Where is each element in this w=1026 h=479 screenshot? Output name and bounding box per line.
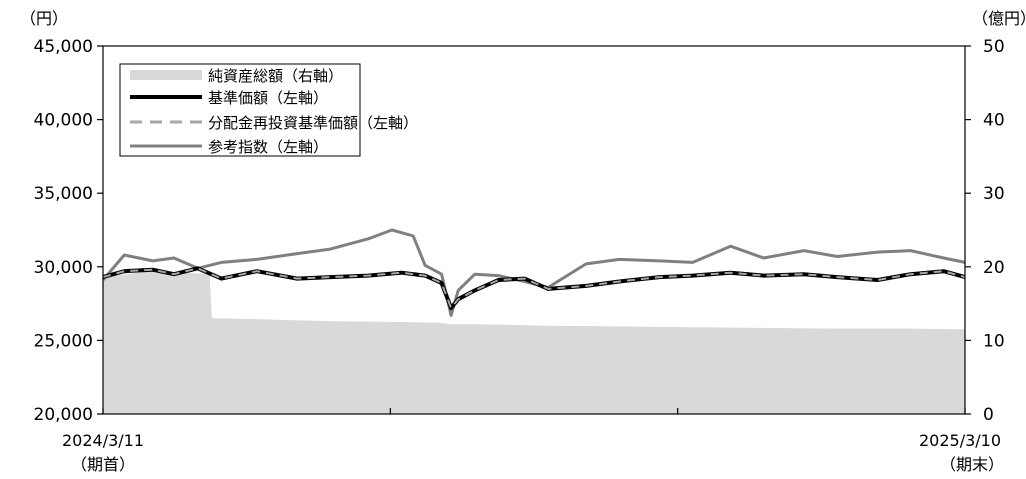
legend-label-reinvested: 分配金再投資基準価額（左軸） <box>208 114 418 132</box>
left-axis: 20,000 25,000 30,000 35,000 40,000 45,000 <box>34 37 103 425</box>
nav-line <box>102 266 966 310</box>
right-tick-label: 50 <box>983 37 1005 57</box>
right-tick-label: 10 <box>983 331 1005 351</box>
legend-swatch-net-assets <box>130 70 202 80</box>
legend: 純資産総額（右軸） 基準価額（左軸） 分配金再投資基準価額（左軸） 参考指数（左… <box>119 63 418 157</box>
right-axis-unit: （億円） <box>972 9 1026 28</box>
left-tick-label: 20,000 <box>34 405 93 425</box>
left-tick-label: 30,000 <box>34 258 93 278</box>
plot-frame <box>102 45 966 415</box>
legend-label-nav: 基準価額（左軸） <box>208 89 328 107</box>
reference-index-line <box>101 228 966 317</box>
line-series-layer <box>101 228 966 317</box>
right-tick-label: 40 <box>983 111 1005 131</box>
right-axis: 0 10 20 30 40 50 <box>965 37 1005 425</box>
left-axis-unit: （円） <box>20 9 68 28</box>
left-tick-label: 40,000 <box>34 111 93 131</box>
reinvested-nav-line <box>102 267 966 309</box>
x-axis <box>102 408 966 414</box>
net-assets-area-layer <box>103 270 965 414</box>
x-end-period-label: （期末） <box>940 455 1004 474</box>
x-end-date-label: 2025/3/10 <box>919 431 1001 450</box>
legend-label-reference: 参考指数（左軸） <box>208 138 328 156</box>
net-assets-area <box>103 270 965 414</box>
left-tick-label: 35,000 <box>34 184 93 204</box>
right-tick-label: 30 <box>983 184 1005 204</box>
left-tick-label: 45,000 <box>34 37 93 57</box>
x-start-date-label: 2024/3/11 <box>62 431 144 450</box>
legend-label-net-assets: 純資産総額（右軸） <box>208 67 343 85</box>
left-tick-label: 25,000 <box>34 331 93 351</box>
right-tick-label: 0 <box>983 405 994 425</box>
right-tick-label: 20 <box>983 258 1005 278</box>
x-start-period-label: （期首） <box>71 455 135 474</box>
